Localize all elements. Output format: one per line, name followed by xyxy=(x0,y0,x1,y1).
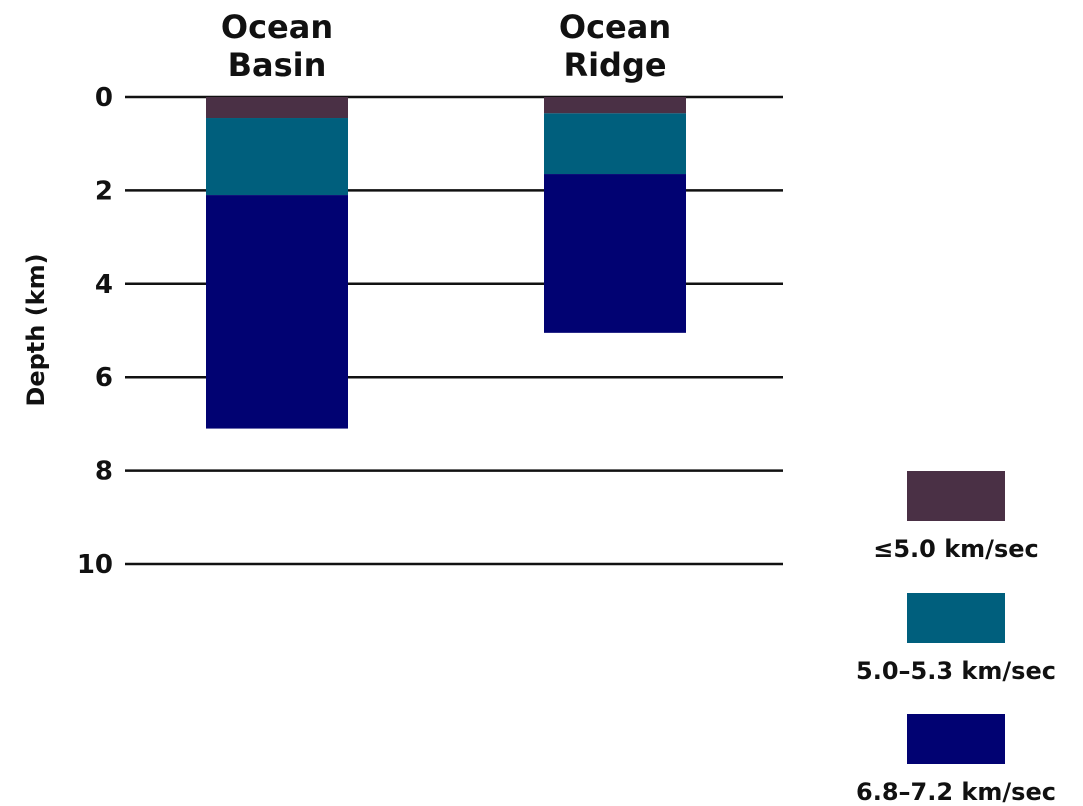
legend-label: 6.8–7.2 km/sec xyxy=(856,778,1056,806)
y-tick-label: 10 xyxy=(77,550,113,580)
legend-label: ≤5.0 km/sec xyxy=(873,535,1039,563)
legend-label: 5.0–5.3 km/sec xyxy=(856,657,1056,685)
y-tick-label: 0 xyxy=(95,83,113,113)
legend: ≤5.0 km/sec 5.0–5.3 km/sec 6.8–7.2 km/sec xyxy=(856,471,1056,806)
y-tick-label: 4 xyxy=(95,270,113,300)
bar-segment xyxy=(544,174,686,333)
legend-swatch xyxy=(907,714,1005,764)
y-tick-label: 2 xyxy=(95,176,113,206)
bar-segment xyxy=(206,97,348,119)
bar-segment xyxy=(206,195,348,429)
category-label: Ocean Ridge xyxy=(559,8,671,84)
category-label: Ocean Basin xyxy=(221,8,333,84)
bars xyxy=(206,97,686,429)
bar-segment xyxy=(544,113,686,175)
y-tick-labels: 0 2 4 6 8 10 xyxy=(77,83,113,580)
bar-segment xyxy=(206,118,348,196)
legend-swatch xyxy=(907,471,1005,521)
bar-segment xyxy=(544,97,686,114)
legend-swatch xyxy=(907,593,1005,643)
column-labels: Ocean Basin Ocean Ridge xyxy=(221,8,671,84)
y-tick-label: 6 xyxy=(95,363,113,393)
y-axis-label: Depth (km) xyxy=(22,253,50,406)
y-tick-label: 8 xyxy=(95,457,113,487)
